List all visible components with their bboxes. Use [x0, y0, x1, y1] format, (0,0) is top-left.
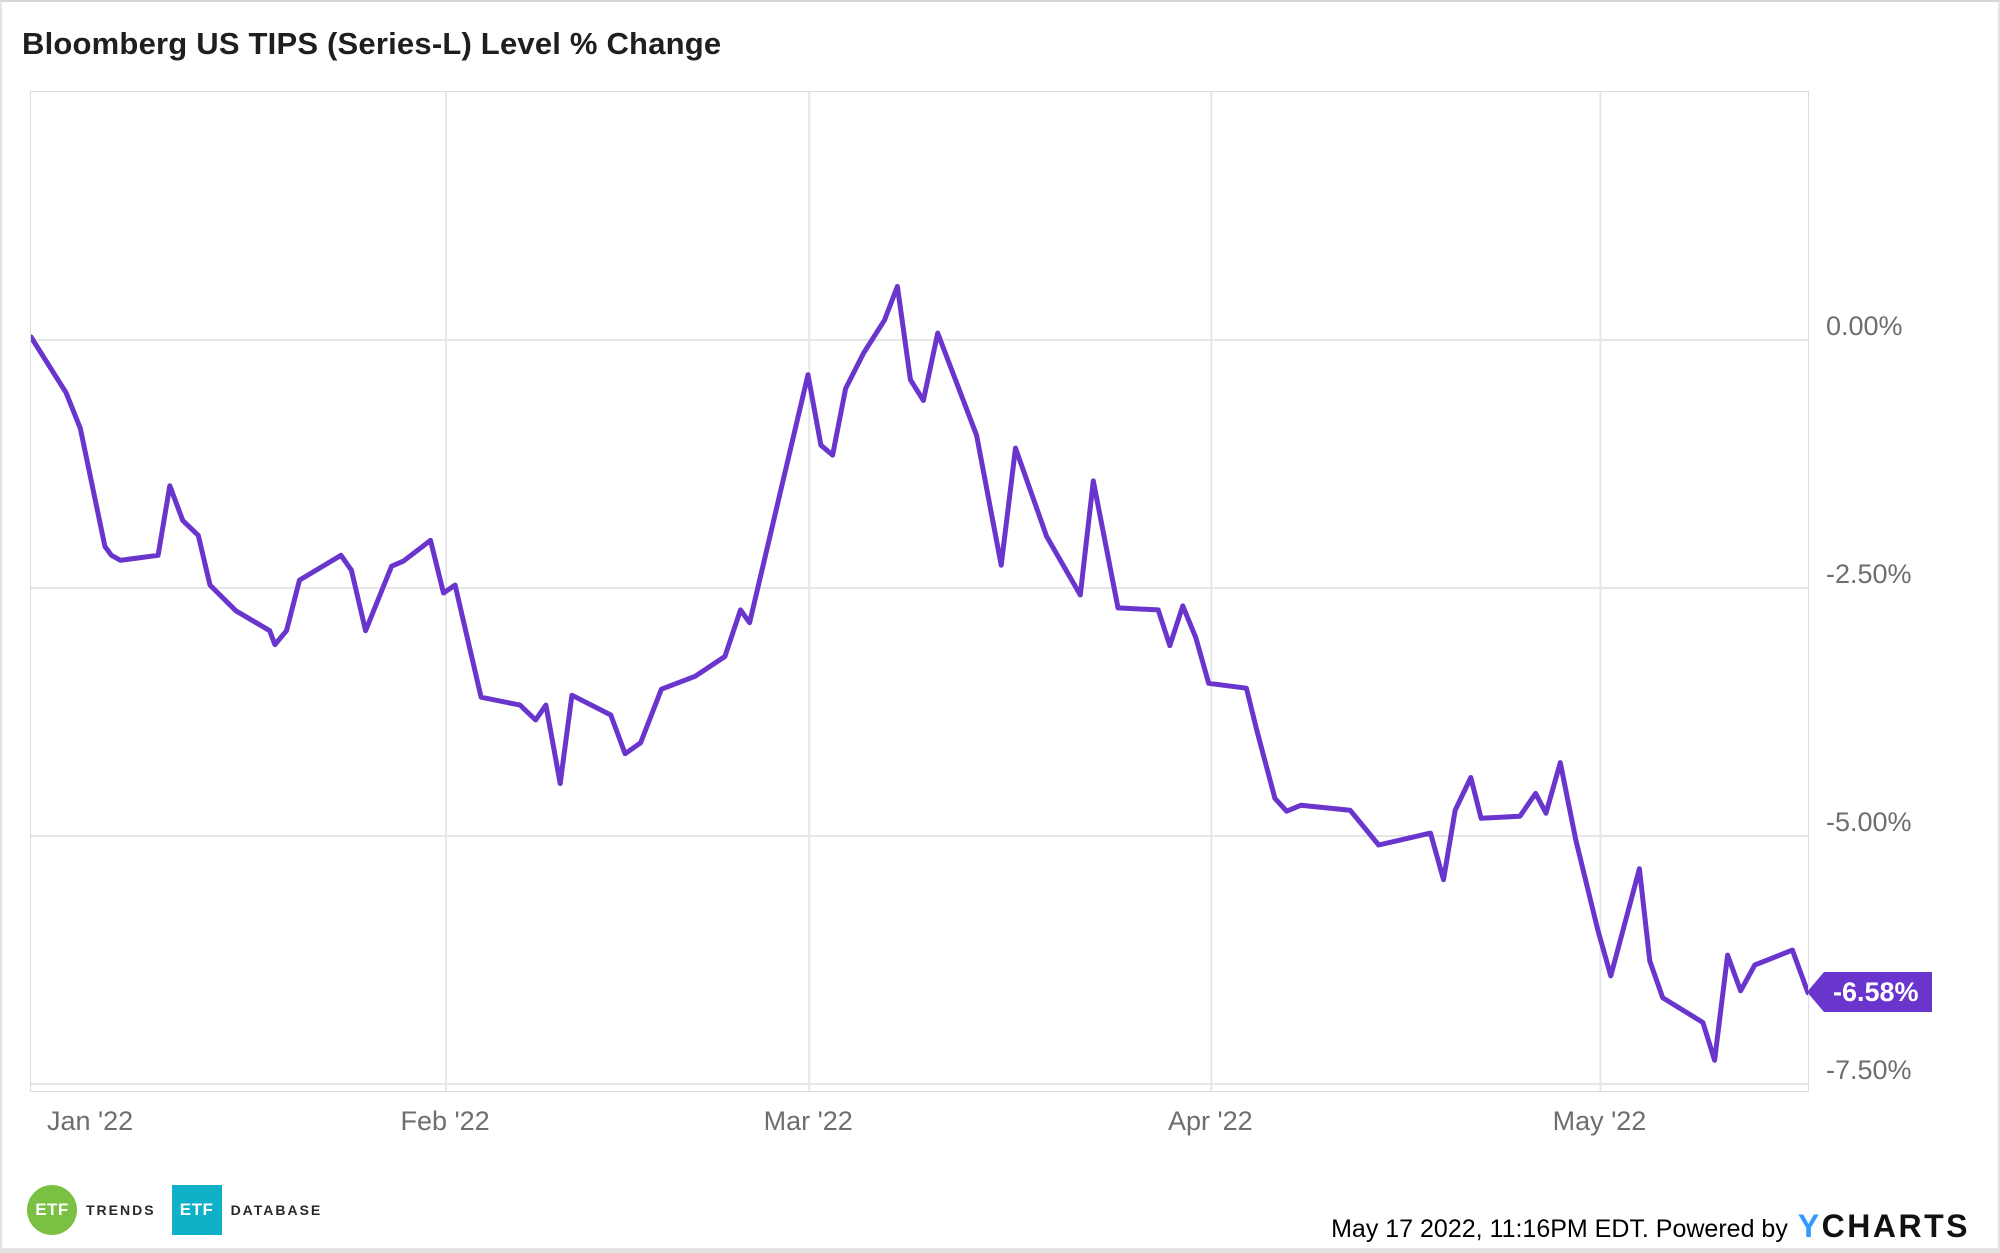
line-chart-svg [31, 92, 1808, 1091]
bottom-border [2, 1248, 1998, 1253]
ycharts-logo[interactable]: YCHARTS [1798, 1208, 1970, 1245]
ycharts-logo-y: Y [1797, 1208, 1822, 1244]
y-axis-label-2: -5.00% [1826, 807, 1912, 838]
etf-database-icon[interactable]: ETF [171, 1185, 222, 1235]
x-axis-label-feb: Feb '22 [400, 1106, 490, 1136]
x-axis-label-may: May '22 [1552, 1106, 1647, 1136]
y-axis-label-0: 0.00% [1826, 311, 1903, 341]
y-axis-label-1: -2.50% [1826, 559, 1912, 590]
x-axis-label-apr: Apr '22 [1167, 1106, 1253, 1136]
badge-arrow-icon [1807, 971, 1824, 1012]
badge-label: -6.58% [1824, 971, 1932, 1012]
footer-logos: ETF TRENDS ETF DATABASE [27, 1185, 338, 1235]
timestamp: May 17 2022, 11:16PM EDT. Powered by [1331, 1215, 1788, 1243]
page-title: Bloomberg US TIPS (Series-L) Level % Cha… [22, 26, 722, 61]
series-line [31, 283, 1808, 1063]
ycharts-logo-charts: CHARTS [1821, 1208, 1970, 1244]
plot-area [30, 91, 1809, 1092]
y-axis-label-3: -7.50% [1826, 1055, 1912, 1086]
etf-trends-icon[interactable]: ETF [27, 1185, 77, 1235]
etf-database-label[interactable]: DATABASE [230, 1202, 323, 1218]
x-axis-label-mar: Mar '22 [763, 1106, 853, 1136]
last-value-badge: -6.58% [1807, 971, 1932, 1012]
x-axis-label-jan: Jan '22 [46, 1106, 134, 1136]
footer-attribution: May 17 2022, 11:16PM EDT. Powered by YCH… [1331, 1208, 1970, 1245]
etf-trends-label[interactable]: TRENDS [86, 1202, 156, 1218]
